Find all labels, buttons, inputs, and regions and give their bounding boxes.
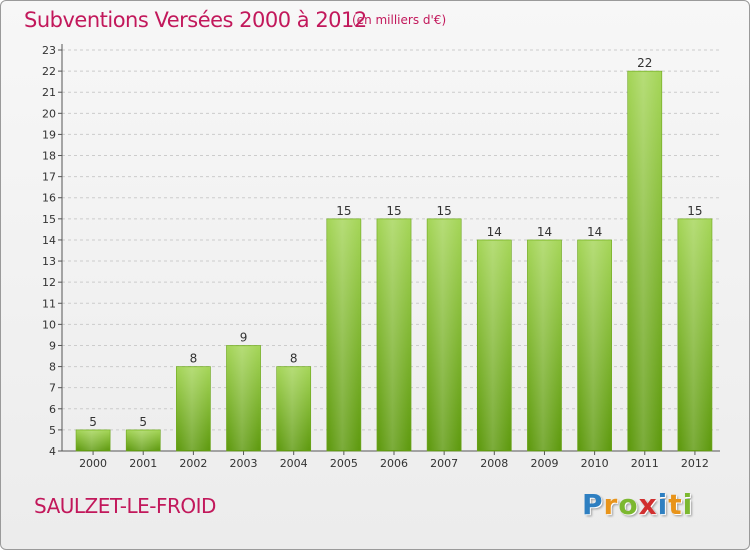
y-tick-label: 9	[49, 339, 56, 352]
bar-highlight	[78, 430, 109, 450]
bar-highlight	[278, 367, 309, 450]
data-label: 8	[190, 352, 198, 366]
axes: 4 5 6 7 8 9 10 11 12 13 14 15 16 17 18 19 20 21 22 23 2000 20…	[42, 44, 720, 470]
y-tick-label: 13	[42, 255, 56, 268]
x-tick-label: 2008	[480, 457, 508, 470]
data-label: 14	[587, 225, 602, 239]
y-tick-label: 4	[49, 445, 56, 458]
data-label: 15	[336, 204, 351, 218]
y-tick-label: 8	[49, 361, 56, 374]
data-label: 15	[687, 204, 702, 218]
y-tick-label: 15	[42, 213, 56, 226]
bars	[75, 70, 713, 452]
data-label: 14	[537, 225, 552, 239]
bar-highlight	[479, 240, 510, 450]
logo-letter: o	[618, 488, 639, 521]
y-tick-label: 7	[49, 382, 56, 395]
x-tick-label: 2006	[380, 457, 408, 470]
x-tick-label: 2000	[79, 457, 107, 470]
data-label: 8	[290, 352, 298, 366]
logo-letter: P	[582, 488, 604, 521]
y-tick-label: 18	[42, 150, 56, 163]
commune-name: SAULZET-LE-FROID	[34, 494, 216, 518]
data-label: 22	[637, 56, 652, 70]
logo-letter: i	[682, 488, 694, 521]
proxiti-logo[interactable]: Proxiti	[582, 488, 693, 521]
x-tick-label: 2004	[280, 457, 308, 470]
y-tick-label: 21	[42, 86, 56, 99]
bar-highlight	[429, 219, 460, 450]
x-tick-label: 2007	[430, 457, 458, 470]
chart-title: Subventions Versées 2000 à 2012	[24, 8, 367, 32]
y-tick-label: 22	[42, 65, 56, 78]
y-tick-label: 5	[49, 424, 56, 437]
x-tick-label: 2003	[230, 457, 258, 470]
x-tick-label: 2010	[581, 457, 609, 470]
x-tick-label: 2009	[530, 457, 558, 470]
data-label: 9	[240, 330, 248, 344]
data-labels: 5 5 8 9 8 15 15 15 14 14 14 22 15	[89, 56, 702, 429]
logo-letter: r	[603, 488, 619, 521]
y-tick-label: 19	[42, 128, 56, 141]
chart-unit: (en milliers d'€)	[352, 13, 447, 27]
y-tick-label: 20	[42, 107, 56, 120]
y-tick-label: 6	[49, 403, 56, 416]
bar-highlight	[679, 219, 710, 450]
y-tick-label: 16	[42, 192, 56, 205]
y-tick-label: 23	[42, 44, 56, 57]
x-tick-label: 2012	[681, 457, 709, 470]
x-tick-label: 2002	[179, 457, 207, 470]
x-tick-label: 2001	[129, 457, 157, 470]
data-label: 14	[487, 225, 502, 239]
bar-highlight	[378, 219, 410, 450]
y-tick-label: 12	[42, 276, 56, 289]
data-label: 5	[139, 415, 147, 429]
logo-letter: i	[657, 488, 669, 521]
y-tick-label: 10	[42, 318, 56, 331]
data-label: 5	[89, 415, 97, 429]
x-tick-label: 2005	[330, 457, 358, 470]
data-label: 15	[386, 204, 401, 218]
logo-letter: x	[638, 488, 658, 521]
bar-highlight	[328, 219, 359, 450]
bar-highlight	[228, 346, 259, 450]
bar-highlight	[629, 72, 660, 451]
bar-highlight	[579, 240, 610, 450]
y-tick-label: 14	[42, 234, 56, 247]
bar-highlight	[178, 367, 209, 450]
x-tick-label: 2011	[631, 457, 659, 470]
logo-letter: t	[668, 488, 683, 521]
y-tick-label: 17	[42, 171, 56, 184]
data-label: 15	[437, 204, 452, 218]
y-tick-label: 11	[42, 297, 56, 310]
bar-highlight	[128, 430, 159, 450]
bar-highlight	[529, 240, 560, 450]
